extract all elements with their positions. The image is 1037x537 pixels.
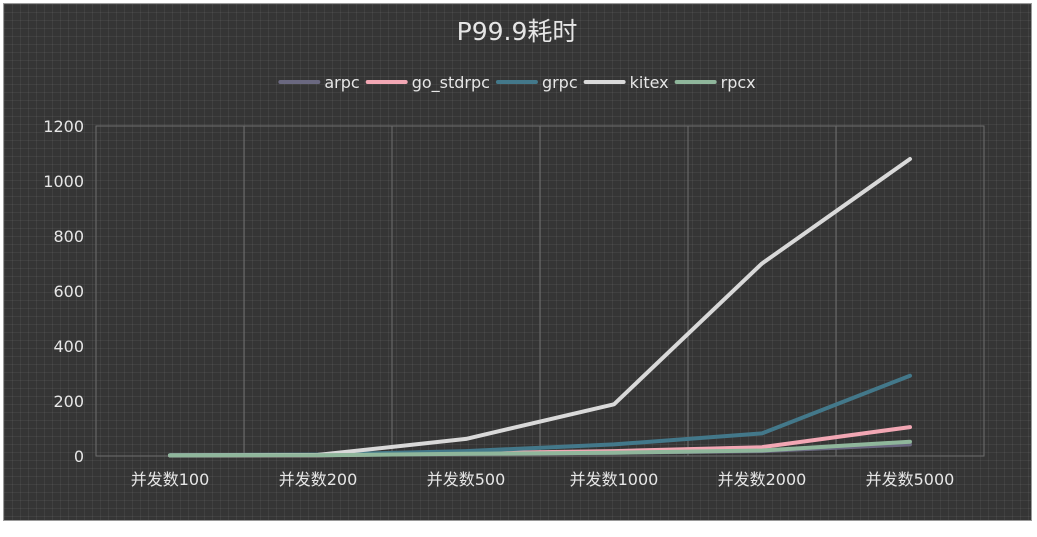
x-tick-label: 并发数1000 — [570, 470, 659, 489]
y-tick-label: 800 — [53, 227, 84, 246]
x-tick-label: 并发数100 — [131, 470, 210, 489]
x-tick-label: 并发数200 — [279, 470, 358, 489]
legend-label-arpc: arpc — [324, 73, 359, 92]
legend-label-kitex: kitex — [630, 73, 669, 92]
x-tick-label: 并发数5000 — [866, 470, 955, 489]
legend-label-rpcx: rpcx — [721, 73, 756, 92]
y-tick-label: 1000 — [43, 172, 84, 191]
y-tick-label: 400 — [53, 337, 84, 356]
legend: arpc go_stdrpc grpc kitex rpcx — [278, 73, 756, 93]
x-tick-label: 并发数500 — [427, 470, 506, 489]
y-tick-label: 600 — [53, 282, 84, 301]
legend-label-go_stdrpc: go_stdrpc — [412, 73, 490, 93]
y-tick-label: 1200 — [43, 117, 84, 136]
x-tick-label: 并发数2000 — [718, 470, 807, 489]
series-line-rpcx — [168, 439, 912, 458]
legend-label-grpc: grpc — [542, 73, 578, 92]
chart-title: P99.9耗时 — [457, 17, 578, 46]
plot-area: 0 200 400 600 800 1000 1200 并发数100 并发数200 并发数500 并… — [43, 117, 985, 489]
chart-frame — [3, 3, 1032, 521]
y-tick-label: 200 — [53, 392, 84, 411]
y-tick-label: 0 — [74, 447, 84, 466]
